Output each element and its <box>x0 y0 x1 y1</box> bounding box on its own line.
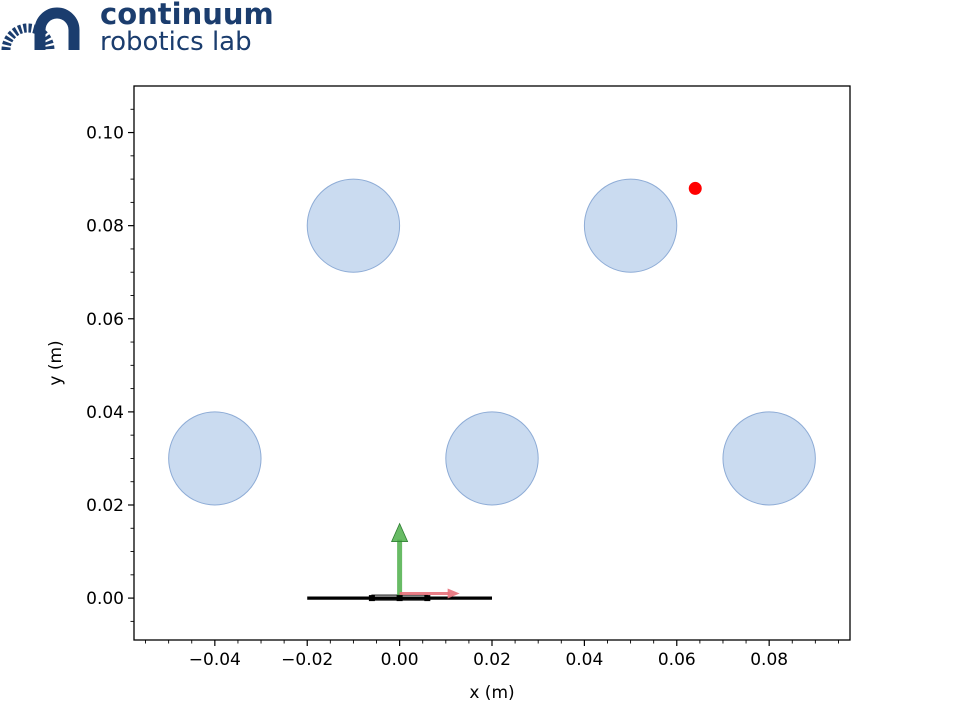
y-axis-label: y (m) <box>46 340 66 385</box>
axes-background <box>134 86 850 640</box>
x-tick-label: 0.02 <box>473 650 511 670</box>
y-tick-label: 0.00 <box>86 589 124 609</box>
y-tick-label: 0.10 <box>86 124 124 144</box>
joint-marker <box>396 595 403 602</box>
obstacles-group <box>168 178 816 506</box>
obstacle-circle-3 <box>168 411 262 506</box>
target-group <box>688 181 702 195</box>
obstacle-circle-4 <box>445 411 539 506</box>
y-tick-label: 0.08 <box>86 217 124 237</box>
y-tick-label: 0.02 <box>86 496 124 516</box>
logo-line1: continuum <box>100 0 274 31</box>
x-tick-label: 0.08 <box>750 650 788 670</box>
logo-mark-icon <box>1 7 80 51</box>
axes-frame <box>133 85 851 641</box>
obstacle-circle-5 <box>722 411 816 506</box>
x-tick-label: 0.04 <box>565 650 603 670</box>
x-tick-label: −0.04 <box>189 650 241 670</box>
target-point <box>688 181 702 195</box>
joint-marker <box>368 595 375 602</box>
y-tick-label: 0.04 <box>86 403 124 423</box>
x-tick-label: 0.00 <box>381 650 419 670</box>
obstacle-circle-1 <box>306 178 401 273</box>
frame-x-axis-arrowhead <box>447 588 460 599</box>
robot-group <box>307 522 492 602</box>
joint-marker <box>424 595 431 602</box>
ticks-group: −0.04 −0.02 0.00 0.02 0.04 0.06 0.08 0.00 0.02 0.… <box>86 108 839 670</box>
logo-line2: robotics lab <box>100 27 252 57</box>
y-tick-label: 0.06 <box>86 310 124 330</box>
continuum-robotics-logo: continuum robotics lab <box>1 0 274 57</box>
frame-y-axis-arrowhead <box>390 522 409 543</box>
x-tick-label: −0.02 <box>281 650 333 670</box>
x-tick-label: 0.06 <box>658 650 696 670</box>
obstacle-circle-2 <box>583 178 678 273</box>
x-axis-label: x (m) <box>469 683 514 703</box>
